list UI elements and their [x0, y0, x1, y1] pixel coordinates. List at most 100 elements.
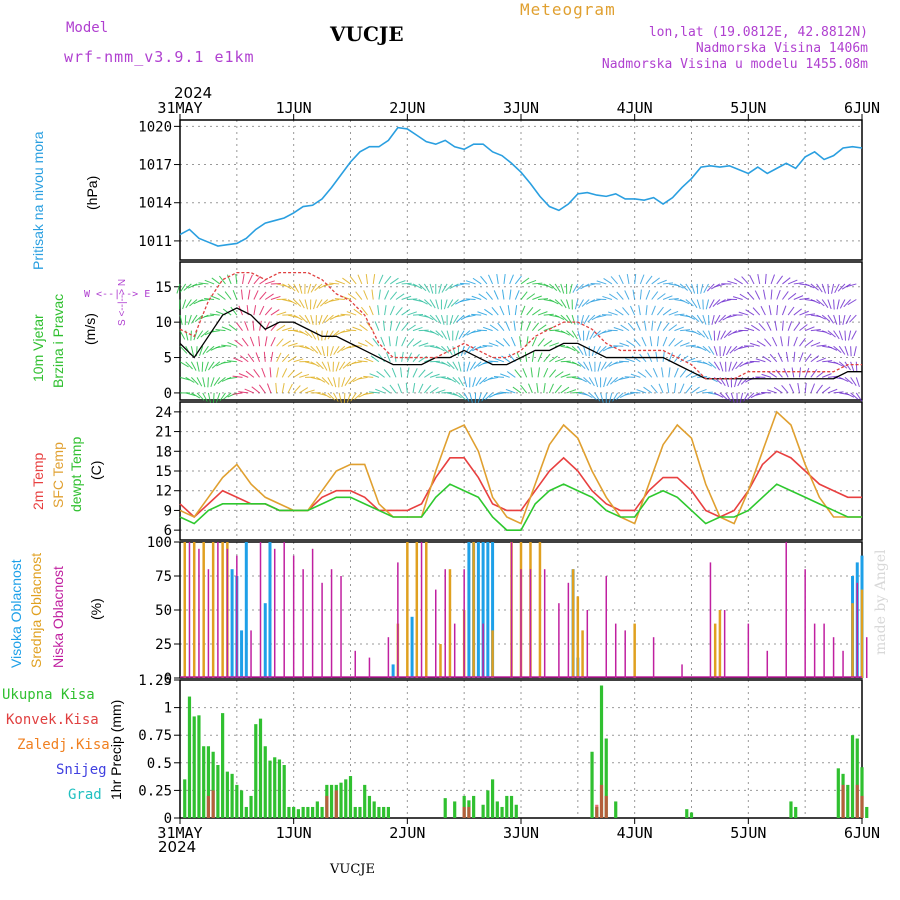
wind-arrow — [384, 290, 390, 300]
wind-arrow — [572, 283, 579, 293]
wind-arrow — [368, 305, 374, 316]
wind-arrow — [314, 283, 323, 292]
wind-arrow — [702, 391, 713, 394]
y-tick-label: 100 — [147, 535, 172, 551]
wind-arrow — [258, 384, 266, 394]
wind-arrow — [520, 384, 528, 394]
cloud-low-bar — [865, 637, 868, 678]
wind-arrow — [760, 305, 766, 316]
wind-arrow — [706, 283, 715, 292]
wind-arrow — [520, 320, 523, 331]
wind-arrow — [804, 382, 807, 393]
precip-conv-bar — [462, 806, 466, 818]
wind-arrow — [179, 345, 188, 354]
cloud-low-bar — [832, 637, 835, 678]
wind-compass-ns: S <--|--> N — [117, 278, 128, 326]
wind-arrow — [351, 344, 362, 347]
wind-arrow — [522, 367, 528, 378]
wind-arrow — [607, 345, 618, 349]
wind-arrow — [435, 345, 445, 352]
wind-arrow — [443, 299, 448, 310]
wind-arrow — [776, 305, 779, 316]
wind-arrow — [424, 330, 435, 334]
wind-arrow — [418, 329, 429, 332]
cloud-high-bar — [855, 562, 859, 678]
wind-arrow — [293, 330, 304, 334]
wind-arrow — [549, 283, 558, 291]
precip-conv-bar — [855, 784, 859, 818]
precip-legend-snow: Snijeg — [56, 762, 107, 778]
cloud-high-bar — [472, 542, 476, 678]
wind-arrow — [850, 346, 852, 357]
y-tick-label: 5 — [164, 351, 172, 367]
wind-arrow — [266, 383, 272, 394]
wind-arrow — [781, 385, 789, 394]
wind-arrow — [742, 392, 749, 402]
cloud-low-bar — [652, 637, 655, 678]
wind-arrow — [821, 283, 827, 294]
wind-arrow — [781, 320, 784, 331]
cloud-high-bar — [486, 542, 490, 678]
wind-arrow — [773, 386, 783, 394]
wind-arrow — [494, 392, 505, 396]
wind-arrow — [210, 345, 220, 351]
wind-arrow — [204, 330, 215, 336]
wind-arrow — [435, 330, 444, 338]
cloud-mid-bar — [226, 542, 229, 678]
wind-arrow — [196, 361, 200, 372]
wind-arrow — [395, 280, 406, 285]
wind-arrow — [821, 299, 829, 309]
wind-arrow — [282, 283, 292, 290]
wind-arrow — [713, 346, 718, 356]
wind-arrow — [491, 307, 499, 316]
wind-arrow — [619, 342, 630, 347]
wind-arrow — [565, 299, 570, 310]
wind-arrow — [378, 353, 385, 363]
wind-arrow — [833, 330, 840, 340]
wind-arrow — [429, 330, 440, 336]
cloud-mid-bar — [860, 589, 864, 678]
wind-arrow — [374, 321, 380, 331]
wind-arrow — [412, 368, 418, 378]
precip-unit: 1hr Precip (mm) — [108, 699, 124, 800]
wind-arrow — [253, 368, 260, 378]
wind-arrow — [482, 326, 493, 332]
wind-arrow — [637, 371, 647, 378]
wind-arrow — [613, 361, 624, 365]
wind-arrow — [588, 392, 597, 401]
wind-arrow — [232, 375, 243, 378]
wind-arrow — [560, 330, 570, 336]
wind-arrow — [276, 352, 282, 363]
wind-title-2: Brzina i Pravac — [50, 293, 66, 388]
wind-arrow — [240, 289, 244, 300]
wind-arrow — [560, 345, 571, 349]
wind-arrow — [566, 361, 577, 365]
wind-arrow — [423, 283, 431, 293]
wind-arrow — [793, 322, 801, 331]
wind-arrow — [758, 322, 766, 331]
wind-arrow — [333, 392, 339, 402]
temp-2m-label: 2m Temp — [30, 452, 46, 510]
wind-arrow — [577, 392, 588, 396]
wind-arrow — [730, 392, 735, 403]
wind-arrow — [207, 377, 209, 388]
wind-arrow — [270, 336, 276, 347]
wind-arrow — [763, 289, 766, 300]
precip-conv-bar — [860, 795, 864, 818]
wind-arrow — [218, 275, 226, 285]
wind-arrow — [827, 314, 834, 324]
wind-arrow — [571, 314, 576, 325]
wind-arrow — [219, 392, 226, 402]
wind-arrow — [691, 360, 702, 363]
wind-arrow — [276, 311, 287, 316]
wind-arrow — [216, 361, 226, 367]
wind-arrow — [685, 314, 696, 320]
wind-arrow — [722, 314, 732, 321]
wind-arrow — [483, 376, 493, 383]
wind-arrow — [841, 283, 851, 290]
wind-arrow — [638, 305, 641, 316]
wind-arrow — [198, 299, 209, 302]
wind-arrow — [844, 361, 851, 371]
wind-arrow — [185, 376, 195, 383]
